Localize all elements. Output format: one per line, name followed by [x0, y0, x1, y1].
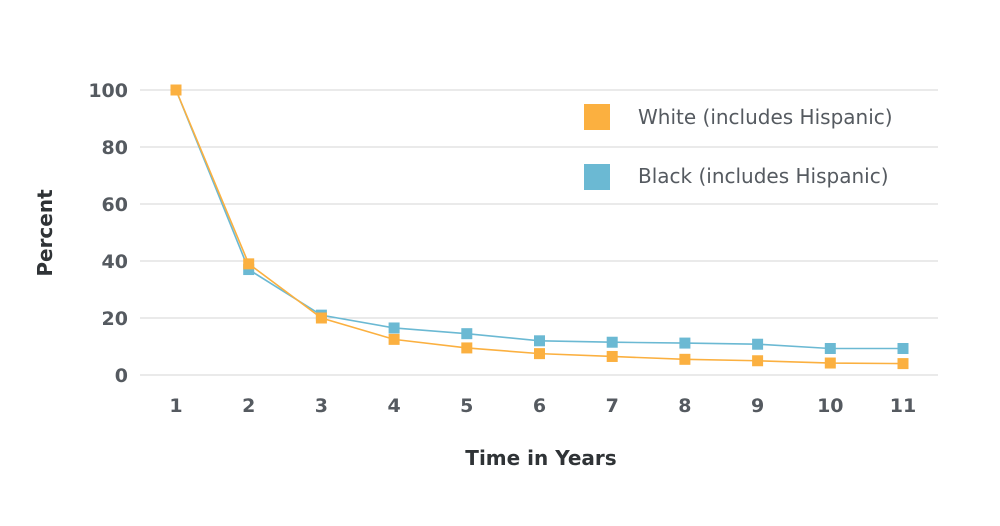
y-tick-label-40: 40: [102, 251, 128, 273]
x-tick-label-1: 1: [169, 395, 182, 417]
legend-label-black: Black (includes Hispanic): [638, 164, 889, 188]
point-black-5: [461, 328, 473, 340]
x-tick-label-3: 3: [315, 395, 328, 417]
legend-label-white: White (includes Hispanic): [638, 105, 893, 129]
y-tick-label-60: 60: [102, 194, 128, 216]
x-tick-label-11: 11: [890, 395, 916, 417]
y-tick-label-80: 80: [102, 137, 128, 159]
legend: White (includes Hispanic) Black (include…: [584, 104, 893, 190]
point-white-3: [315, 312, 327, 324]
x-tick-label-5: 5: [460, 395, 473, 417]
point-black-7: [606, 336, 618, 348]
x-tick-label-7: 7: [606, 395, 619, 417]
x-tick-label-10: 10: [817, 395, 843, 417]
legend-swatch-black: [584, 164, 610, 190]
point-black-6: [534, 335, 545, 347]
x-axis-title: Time in Years: [465, 446, 616, 470]
point-black-4: [388, 322, 400, 334]
x-axis-ticks: 1 2 3 4 5 6 7 8 9 10 11: [169, 395, 916, 417]
point-white-8: [679, 353, 691, 365]
y-tick-label-100: 100: [88, 80, 128, 102]
point-white-4: [388, 333, 400, 345]
point-white-9: [752, 355, 764, 367]
series-white: [170, 84, 909, 370]
x-tick-label-6: 6: [533, 395, 546, 417]
gridlines: [140, 89, 938, 376]
point-white-1: [170, 84, 182, 96]
x-tick-label-2: 2: [242, 395, 255, 417]
point-white-2: [243, 258, 255, 270]
legend-swatch-white: [584, 104, 610, 130]
x-tick-label-8: 8: [678, 395, 691, 417]
point-white-10: [824, 357, 836, 369]
x-tick-label-9: 9: [751, 395, 764, 417]
point-black-10: [824, 342, 836, 354]
point-black-2: [243, 264, 255, 276]
series-line-white: [175, 89, 904, 365]
y-tick-label-0: 0: [115, 365, 128, 387]
y-tick-label-20: 20: [102, 308, 128, 330]
point-black-11: [897, 342, 909, 354]
point-black-8: [679, 337, 691, 349]
point-white-11: [897, 358, 909, 370]
point-white-6: [534, 348, 545, 360]
x-tick-label-4: 4: [387, 395, 400, 417]
y-axis-title: Percent: [33, 189, 57, 277]
point-black-9: [752, 338, 764, 350]
point-white-7: [606, 350, 618, 362]
series-lines: [170, 84, 909, 370]
point-white-5: [461, 342, 473, 354]
y-axis-ticks: 0 20 40 60 80 100: [88, 80, 128, 387]
